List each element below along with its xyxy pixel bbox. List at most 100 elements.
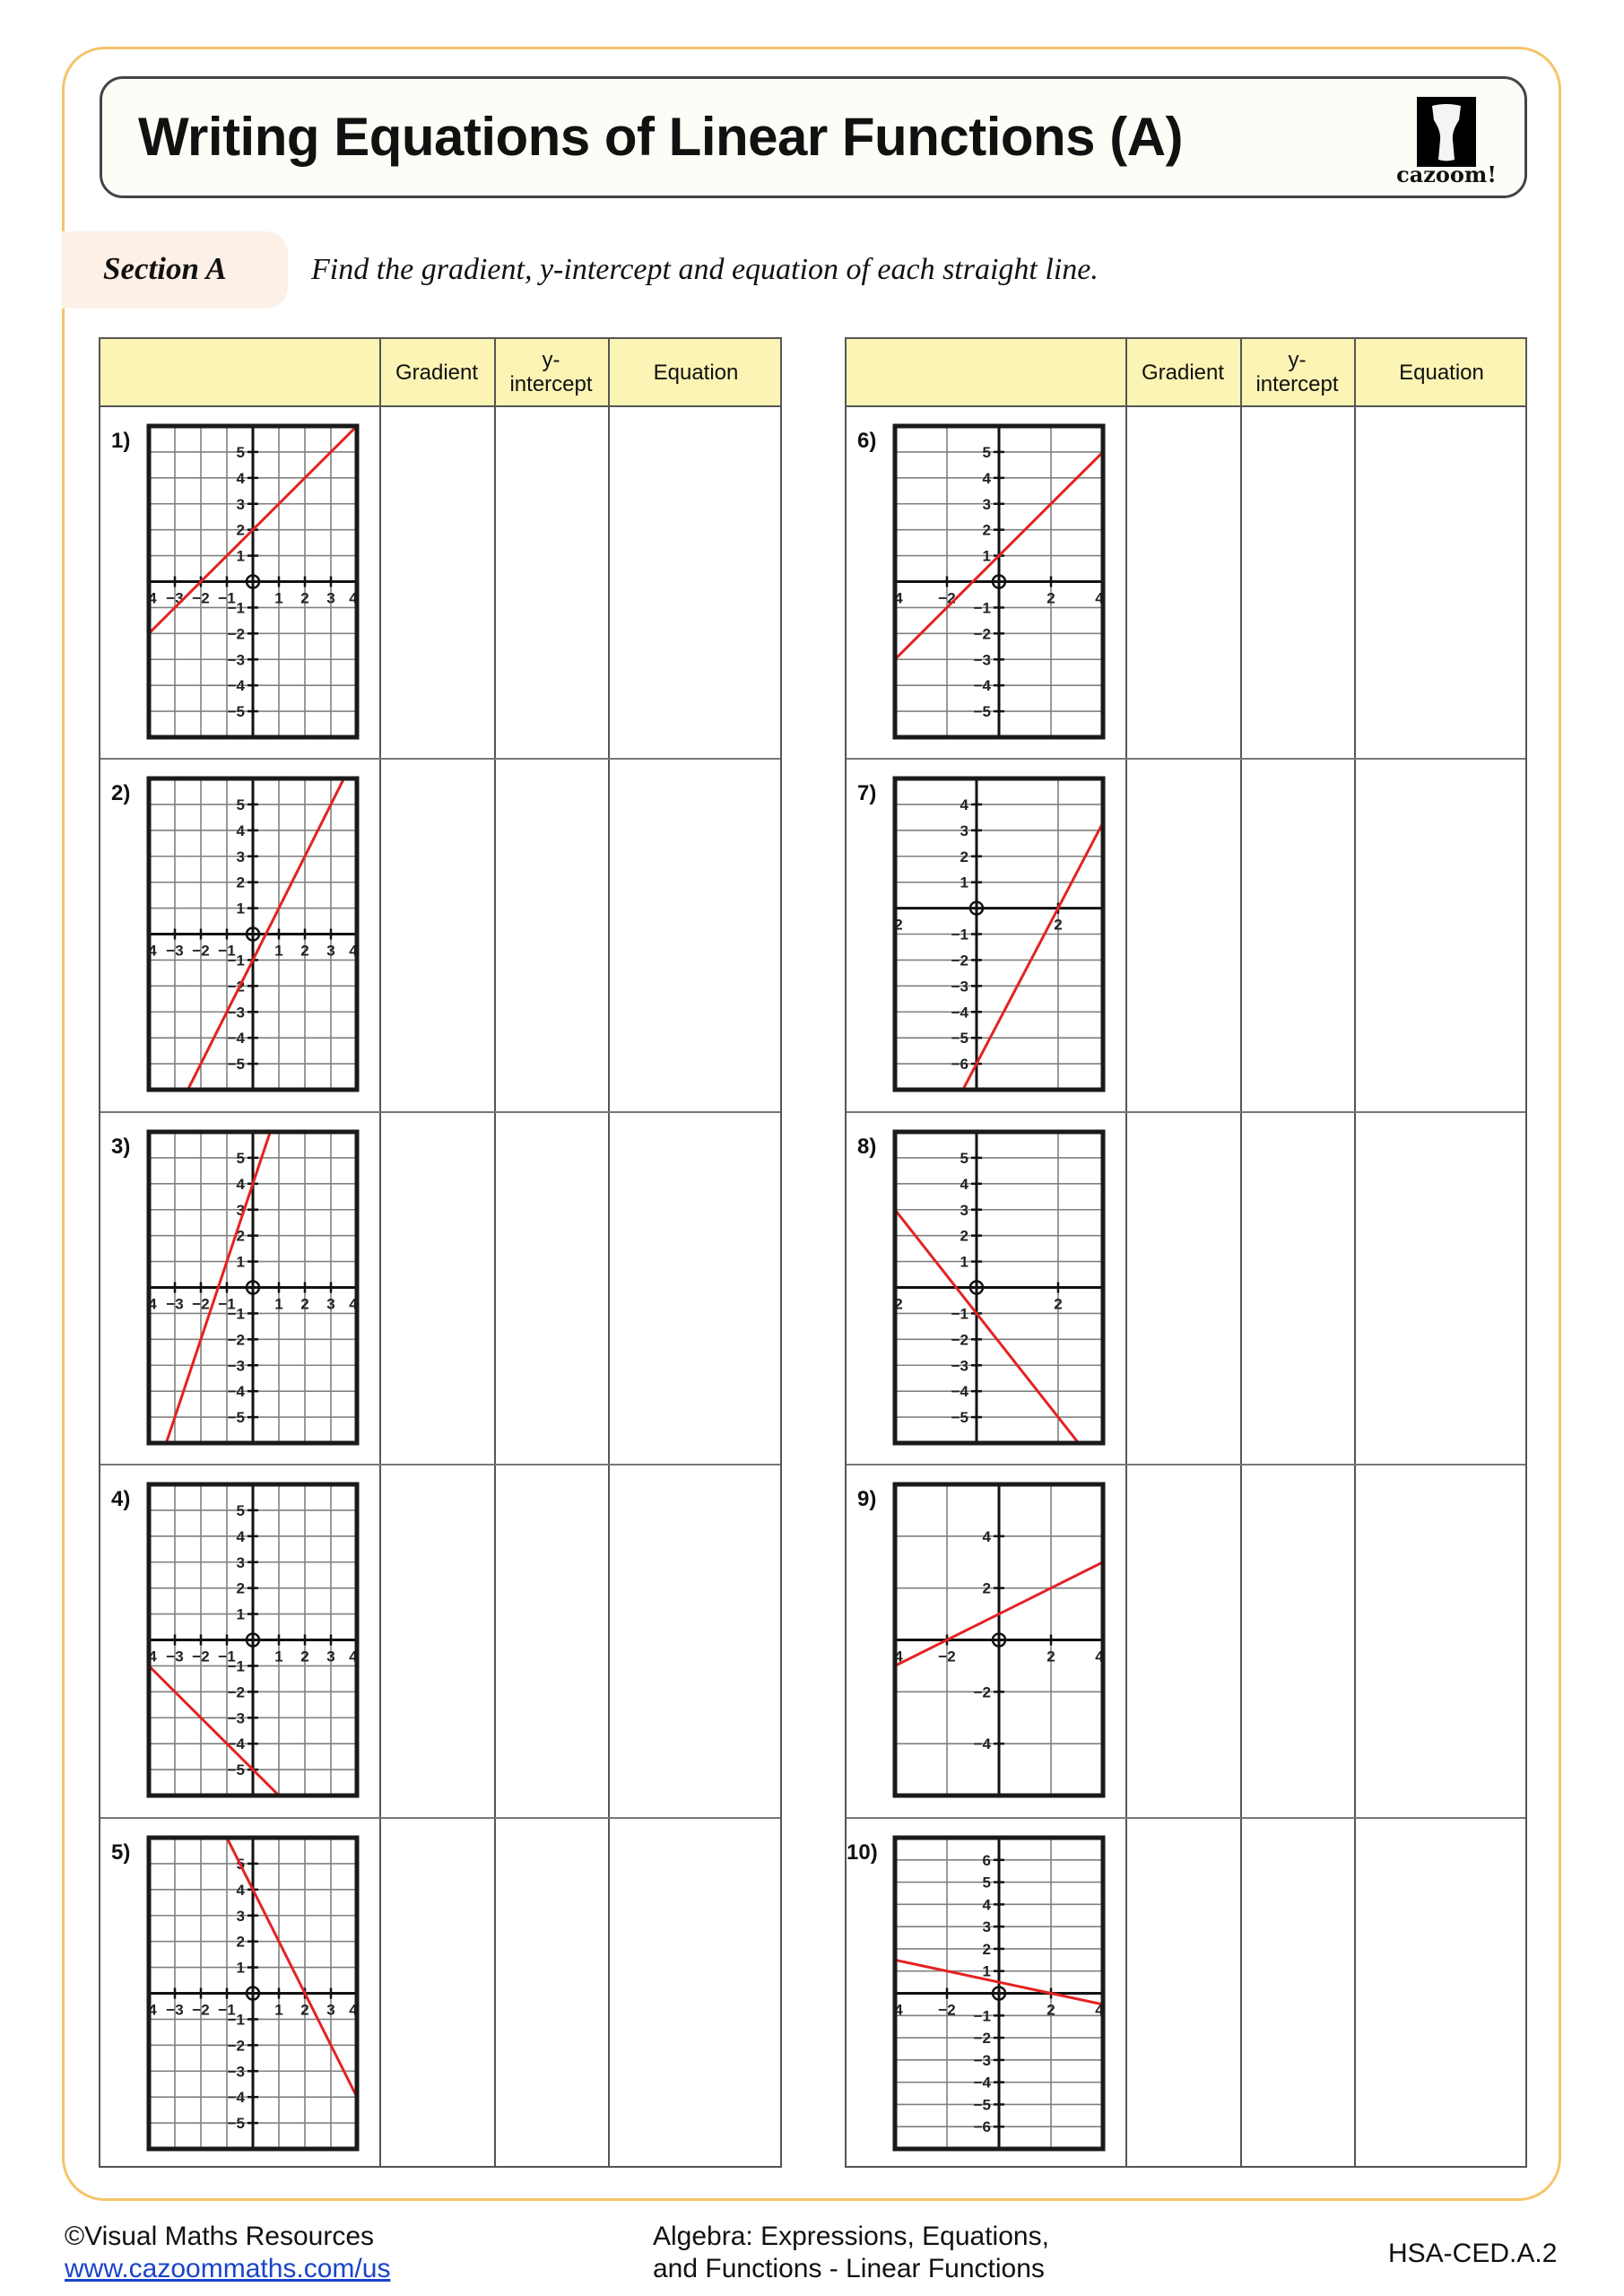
y-intercept-answer-cell-10[interactable] xyxy=(1242,1819,1352,2168)
y-tick-label: −1 xyxy=(974,2007,991,2024)
origin-marker xyxy=(991,574,1007,589)
website-link[interactable]: www.cazoommaths.com/us xyxy=(65,2254,391,2283)
y-tick-label: −6 xyxy=(951,1056,968,1073)
graph-frame xyxy=(892,776,1106,1092)
equation-answer-cell-6[interactable] xyxy=(1356,407,1527,756)
y-tick-label: −1 xyxy=(228,2011,245,2028)
y-tick-label: 3 xyxy=(237,1907,245,1924)
y-tick-label: 2 xyxy=(237,874,245,891)
x-tick-label: −2 xyxy=(192,1648,209,1665)
column-header-graph xyxy=(100,339,379,405)
row-divider xyxy=(847,1816,1525,1819)
drum-icon xyxy=(1432,104,1461,161)
gradient-answer-cell-10[interactable] xyxy=(1127,1819,1238,2168)
y-intercept-answer-cell-9[interactable] xyxy=(1242,1465,1352,1814)
y-tick-label: 1 xyxy=(237,1959,245,1976)
y-tick-label: −4 xyxy=(228,1735,246,1752)
equation-answer-cell-1[interactable] xyxy=(610,407,782,756)
y-tick-label: 5 xyxy=(237,1502,245,1519)
y-tick-label: −4 xyxy=(974,1735,992,1752)
line-graph-9: 4 −2 2 4 −4 −2 2 4 xyxy=(892,1482,1106,1798)
y-tick-label: 3 xyxy=(960,822,968,839)
question-number: 5) xyxy=(111,1839,131,1865)
x-tick-label: 1 xyxy=(274,590,282,607)
column-divider xyxy=(1354,339,1356,2166)
y-tick-label: −4 xyxy=(228,1031,246,1048)
y-intercept-answer-cell-3[interactable] xyxy=(496,1113,606,1462)
gradient-answer-cell-4[interactable] xyxy=(381,1465,492,1814)
y-intercept-answer-cell-5[interactable] xyxy=(496,1819,606,2168)
equation-answer-cell-7[interactable] xyxy=(1356,760,1527,1109)
column-header-graph xyxy=(847,339,1125,405)
y-tick-label: 4 xyxy=(237,1528,246,1545)
plotted-line xyxy=(895,1958,1103,2005)
y-tick-label: −6 xyxy=(974,2118,991,2135)
x-tick-label: 4 xyxy=(148,943,157,960)
equation-answer-cell-5[interactable] xyxy=(610,1819,782,2168)
y-tick-label: −5 xyxy=(228,2115,245,2132)
y-intercept-answer-cell-6[interactable] xyxy=(1242,407,1352,756)
y-tick-label: 1 xyxy=(237,1606,245,1623)
gradient-answer-cell-2[interactable] xyxy=(381,760,492,1109)
x-tick-label: 4 xyxy=(1095,590,1104,607)
plotted-line xyxy=(149,426,357,635)
x-tick-label: 1 xyxy=(274,943,282,960)
question-number: 8) xyxy=(857,1134,877,1159)
column-divider xyxy=(379,339,381,2166)
line-graph-7: 2 2 −6 −5 −4 −3 −2 −1 1 2 3 4 xyxy=(892,776,1106,1092)
column-divider xyxy=(1240,339,1242,2166)
y-intercept-answer-cell-4[interactable] xyxy=(496,1465,606,1814)
x-tick-label: 2 xyxy=(894,917,902,934)
y-intercept-answer-cell-1[interactable] xyxy=(496,407,606,756)
y-tick-label: −1 xyxy=(228,1305,245,1322)
x-tick-label: −2 xyxy=(192,1295,209,1312)
equation-answer-cell-3[interactable] xyxy=(610,1113,782,1462)
standard-code: HSA-CED.A.2 xyxy=(1388,2239,1558,2268)
equation-answer-cell-8[interactable] xyxy=(1356,1113,1527,1462)
equation-answer-cell-10[interactable] xyxy=(1356,1819,1527,2168)
x-tick-label: 2 xyxy=(1046,1648,1055,1665)
y-tick-label: 4 xyxy=(983,1528,992,1545)
gradient-answer-cell-5[interactable] xyxy=(381,1819,492,2168)
y-intercept-answer-cell-2[interactable] xyxy=(496,760,606,1109)
y-tick-label: 2 xyxy=(237,1227,245,1244)
y-tick-label: −1 xyxy=(228,599,245,616)
plotted-line xyxy=(895,1561,1103,1667)
y-tick-label: −3 xyxy=(974,2051,991,2068)
plotted-line xyxy=(186,778,346,1091)
gradient-answer-cell-1[interactable] xyxy=(381,407,492,756)
graph-frame xyxy=(892,1482,1106,1798)
cazoom-logo: cazoom! xyxy=(1390,91,1498,188)
x-tick-label: −2 xyxy=(938,2001,955,2018)
gradient-answer-cell-6[interactable] xyxy=(1127,407,1238,756)
y-tick-label: −5 xyxy=(228,703,245,720)
x-tick-label: 2 xyxy=(300,1648,308,1665)
gradient-answer-cell-7[interactable] xyxy=(1127,760,1238,1109)
y-intercept-answer-cell-8[interactable] xyxy=(1242,1113,1352,1462)
x-tick-label: 2 xyxy=(1054,1295,1062,1312)
y-tick-label: −4 xyxy=(228,2089,246,2106)
footer-center: Algebra: Expressions, Equations, and Fun… xyxy=(653,2221,1049,2285)
x-tick-label: 4 xyxy=(148,2001,157,2018)
gradient-answer-cell-3[interactable] xyxy=(381,1113,492,1462)
plotted-line xyxy=(895,450,1103,661)
y-tick-label: −2 xyxy=(974,1684,991,1701)
equation-answer-cell-2[interactable] xyxy=(610,760,782,1109)
y-tick-label: 3 xyxy=(237,1554,245,1571)
y-tick-label: 3 xyxy=(237,1202,245,1219)
y-intercept-answer-cell-7[interactable] xyxy=(1242,760,1352,1109)
x-tick-label: 4 xyxy=(148,590,157,607)
y-tick-label: −2 xyxy=(974,2030,991,2047)
x-tick-label: −3 xyxy=(166,943,183,960)
x-tick-label: 2 xyxy=(300,1295,308,1312)
x-tick-label: 4 xyxy=(349,943,358,960)
equation-answer-cell-9[interactable] xyxy=(1356,1465,1527,1814)
row-divider xyxy=(100,1110,780,1113)
equation-answer-cell-4[interactable] xyxy=(610,1465,782,1814)
y-tick-label: −4 xyxy=(951,1004,969,1022)
gradient-answer-cell-8[interactable] xyxy=(1127,1113,1238,1462)
y-tick-label: −3 xyxy=(228,2063,245,2080)
gradient-answer-cell-9[interactable] xyxy=(1127,1465,1238,1814)
y-tick-label: 5 xyxy=(960,1150,968,1167)
y-tick-label: 2 xyxy=(960,1227,968,1244)
